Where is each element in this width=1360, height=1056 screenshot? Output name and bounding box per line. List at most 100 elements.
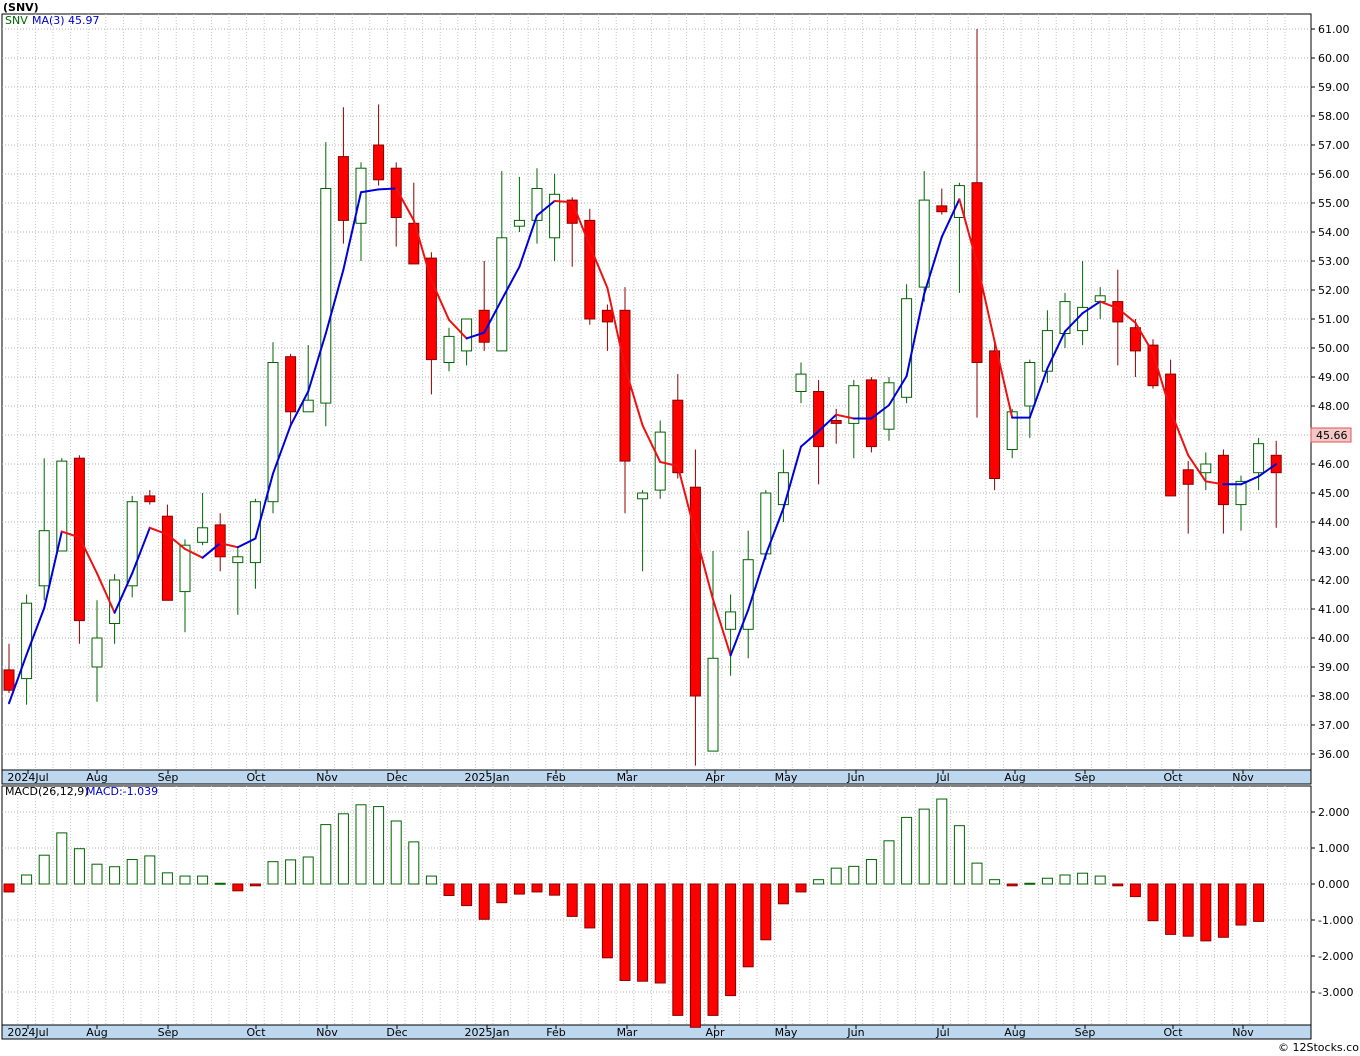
- ma-segment: [747, 553, 767, 611]
- candle-body: [549, 193, 561, 239]
- price-tick-label: 38.00: [1318, 690, 1350, 703]
- ma-segment: [976, 262, 996, 343]
- x-tick-label: Oct: [246, 771, 266, 784]
- x-tick-label: Oct: [246, 1026, 266, 1039]
- price-tick-label: 52.00: [1318, 284, 1350, 297]
- candle-body: [267, 362, 279, 503]
- x-tick-label: Apr: [705, 1026, 725, 1039]
- price-tick-label: 57.00: [1318, 139, 1350, 152]
- price-tick-label: 41.00: [1318, 603, 1350, 616]
- candle-body: [144, 495, 156, 503]
- candle-body: [1217, 454, 1229, 506]
- candle-body: [601, 309, 613, 323]
- macd-tick-label: -3.000: [1318, 986, 1353, 999]
- ma-segment: [148, 526, 169, 536]
- candle-body: [126, 501, 138, 587]
- candle-body: [1041, 330, 1053, 372]
- ma-segment: [307, 332, 327, 393]
- ma-segment: [324, 268, 345, 335]
- ma-segment: [729, 608, 750, 657]
- candle-body: [91, 637, 103, 668]
- price-tick-label: 53.00: [1318, 255, 1350, 268]
- macd-bar: [267, 861, 279, 885]
- candle-body: [320, 188, 332, 404]
- ma-segment: [254, 472, 274, 540]
- candle-body: [21, 602, 33, 680]
- candle-body: [531, 188, 543, 221]
- price-tick-label: 60.00: [1318, 52, 1350, 65]
- candle-body: [179, 544, 191, 593]
- ma-segment: [166, 533, 186, 550]
- x-axis-band: [1, 1024, 1312, 1040]
- price-tick-label: 46.00: [1318, 458, 1350, 471]
- x-tick-label: Dec: [386, 771, 407, 784]
- y-axis-labels: 36.00 37.00 38.00 39.00 40.00 41.00 42.00 43.00…: [1311, 23, 1350, 761]
- macd-bar: [179, 875, 191, 885]
- ma-segment: [800, 430, 820, 448]
- x-tick-label: Apr: [705, 771, 725, 784]
- macd-bar: [161, 872, 173, 885]
- ma-segment: [1257, 463, 1278, 478]
- ma-segment: [518, 214, 538, 268]
- ma-segment: [694, 532, 714, 601]
- candle-body: [918, 199, 930, 288]
- ma-segment: [236, 537, 257, 549]
- macd-bar: [144, 855, 156, 885]
- ma-segment: [131, 526, 151, 575]
- footer-credit: © 12Stocks.com: [1278, 1041, 1360, 1054]
- ma-segment: [905, 292, 926, 378]
- macd-bar: [73, 848, 85, 885]
- price-panel-frame: [1, 13, 1312, 771]
- macd-bar: [619, 883, 631, 981]
- candle-body: [161, 515, 173, 601]
- macd-bar: [830, 867, 842, 885]
- x-tick-label: Dec: [386, 1026, 407, 1039]
- macd-bar: [1217, 883, 1229, 938]
- x-tick-label: 2024Jul: [7, 1026, 48, 1039]
- candle-body: [1200, 463, 1212, 474]
- candle-body: [936, 205, 948, 213]
- candle-body: [848, 385, 860, 424]
- ma-segment: [1081, 300, 1102, 315]
- ma-segment: [1169, 409, 1190, 457]
- x-tick-label: Jun: [846, 771, 864, 784]
- price-tick-label: 55.00: [1318, 197, 1350, 210]
- ma-segment: [1204, 480, 1225, 486]
- ma-segment: [958, 198, 978, 265]
- macd-tick-label: 0.000: [1318, 878, 1350, 891]
- macd-bar: [584, 883, 596, 929]
- last-price-label: 45.66: [1316, 429, 1348, 442]
- macd-bar: [1059, 874, 1071, 885]
- ma-segment: [78, 536, 98, 575]
- candle-body: [566, 199, 578, 224]
- macd-bar: [689, 883, 701, 1028]
- candle-body: [390, 167, 402, 218]
- x-tick-label: 2024Jul: [7, 771, 48, 784]
- x-tick-label: Nov: [316, 771, 338, 784]
- macd-bar: [601, 883, 613, 959]
- candle-body: [56, 460, 68, 552]
- ma-segment: [1064, 312, 1084, 333]
- macd-legend-value: MACD:-1.039: [86, 785, 158, 798]
- macd-bar: [637, 883, 649, 982]
- x-tick-label: Mar: [617, 1026, 638, 1039]
- ma-segment: [219, 542, 239, 549]
- candle-body: [337, 156, 349, 221]
- ma-segment: [500, 265, 521, 301]
- macd-bar: [1094, 875, 1106, 885]
- macd-bar: [1112, 883, 1124, 887]
- ma-segment: [659, 460, 679, 468]
- ma-segment: [624, 366, 644, 427]
- ma-segment: [782, 445, 802, 510]
- ma-segment: [43, 530, 63, 610]
- macd-bar: [742, 883, 754, 968]
- price-tick-label: 45.00: [1318, 487, 1350, 500]
- ma-segment: [1134, 321, 1154, 354]
- candle-body: [1253, 443, 1265, 474]
- ma-segment: [377, 187, 398, 191]
- macd-bar: [1182, 883, 1194, 937]
- macd-bar: [285, 859, 297, 885]
- ma-segment: [588, 244, 609, 289]
- ma-segment: [430, 279, 450, 321]
